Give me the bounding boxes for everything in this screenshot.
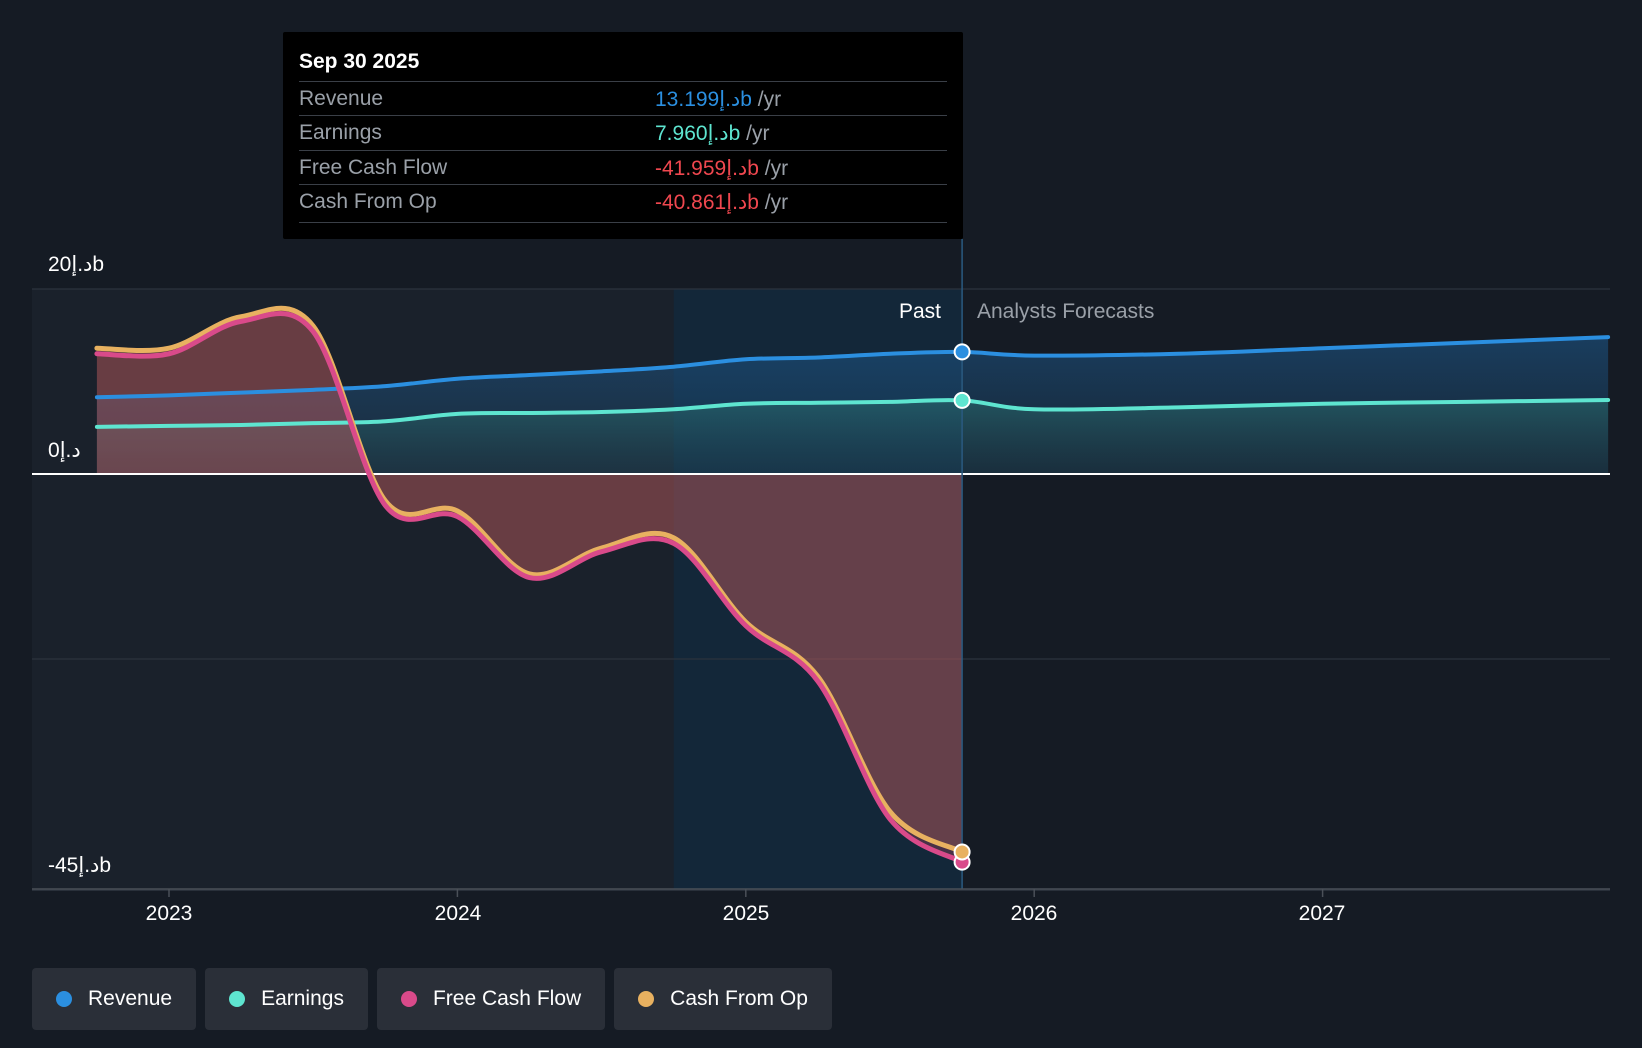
tooltip-value: -41.959د.إb /yr [655,157,789,180]
tooltip-value: 7.960د.إb /yr [655,122,770,145]
x-tick-label: 2025 [722,902,770,925]
past-label: Past [899,300,942,323]
earnings-area [96,400,1609,474]
tooltip-row-revenue: Revenue 13.199د.إb /yr [299,81,947,116]
legend-label: Cash From Op [670,987,808,1010]
tooltip-row-fcf: Free Cash Flow -41.959د.إb /yr [299,150,947,185]
tooltip-row-earnings: Earnings 7.960د.إb /yr [299,115,947,150]
cash-from-op-marker [953,843,971,861]
tooltip-date: Sep 30 2025 [299,50,420,73]
y-tick-label-zero: 0د.إ [48,439,81,462]
cash-from-op-line [94,305,965,855]
tooltip-label: Earnings [299,121,382,144]
earnings-marker [953,391,971,409]
cash-from-op-area [96,308,963,852]
x-tick-label: 2026 [1010,902,1058,925]
legend: Revenue Earnings Free Cash Flow Cash Fro… [32,968,832,1030]
legend-dot-icon [229,991,246,1007]
tooltip-divider [299,222,947,223]
revenue-line [94,335,1611,400]
legend-label: Earnings [261,987,344,1010]
legend-dot-icon [638,991,655,1007]
legend-item-earnings[interactable]: Earnings [205,968,368,1030]
legend-item-revenue[interactable]: Revenue [32,968,197,1030]
tooltip-value: -40.861د.إb /yr [655,191,789,214]
tooltip: Sep 30 2025 Revenue 13.199د.إb /yr Earni… [283,32,963,239]
legend-dot-icon [56,991,72,1007]
x-tick-label: 2024 [434,902,482,925]
revenue-marker [953,343,971,361]
legend-label: Revenue [88,987,173,1010]
legend-label: Free Cash Flow [432,987,582,1010]
tooltip-label: Free Cash Flow [299,156,448,179]
tooltip-row-cfo: Cash From Op -40.861د.إb /yr [299,184,947,219]
tooltip-label: Cash From Op [299,190,437,213]
legend-item-cash-from-op[interactable]: Cash From Op [614,968,832,1030]
tooltip-value: 13.199د.إb /yr [655,88,782,111]
earnings-line [94,398,1611,429]
forecast-label: Analysts Forecasts [977,300,1155,323]
tooltip-label: Revenue [299,87,384,110]
y-tick-label-top: 20د.إb [48,253,105,276]
x-tick-label: 2023 [145,902,193,925]
free-cash-flow-area [96,313,963,863]
free-cash-flow-line [94,311,965,865]
legend-dot-icon [400,991,417,1007]
legend-item-free-cash-flow[interactable]: Free Cash Flow [376,968,606,1030]
x-tick-label: 2027 [1298,902,1346,925]
y-tick-label-bottom: -45د.إb [48,854,112,877]
